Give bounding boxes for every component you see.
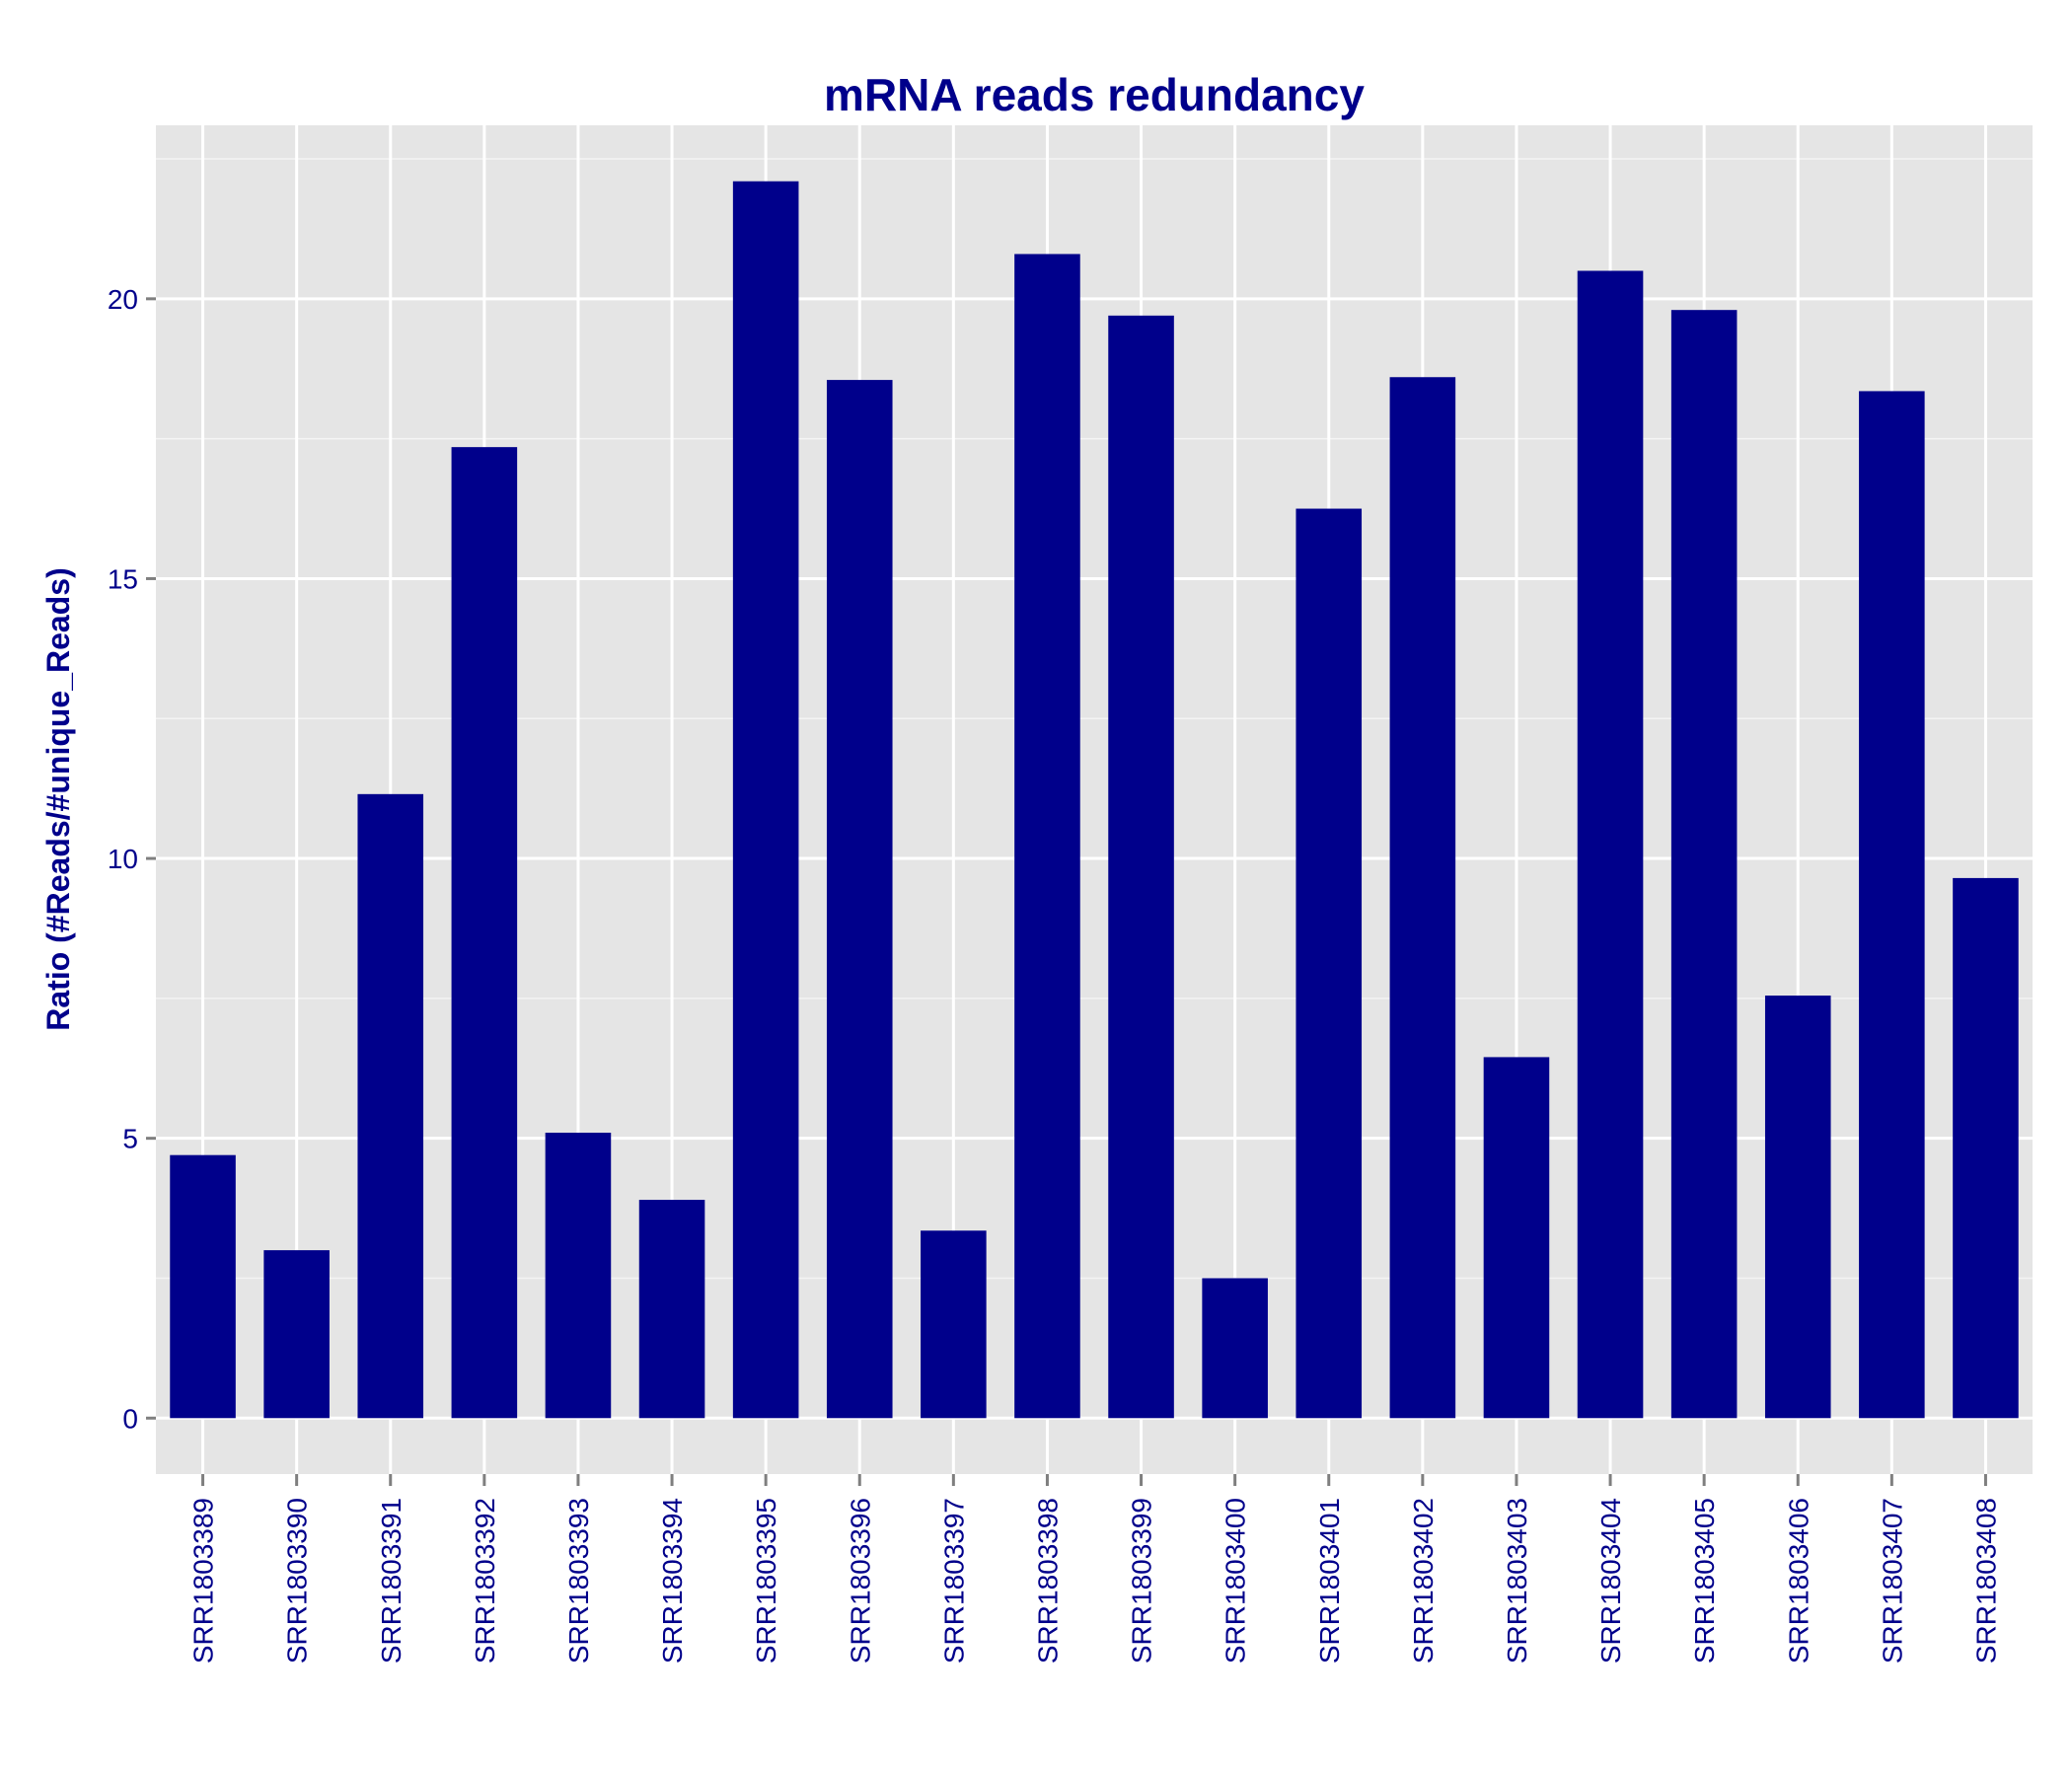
x-tick-label: SRR1803397 [938,1498,969,1664]
bar [1389,377,1456,1419]
x-tick-label: SRR1803401 [1314,1498,1345,1664]
x-tick-label: SRR1803393 [563,1498,594,1664]
x-tick-label: SRR1803406 [1783,1498,1813,1664]
bar [1202,1278,1268,1419]
y-axis-label: Ratio (#Reads/#unique_Reads) [40,567,76,1030]
x-tick-label: SRR1803398 [1032,1498,1063,1664]
bar [451,447,518,1419]
bar [1670,310,1738,1419]
x-tick-label: SRR1803400 [1221,1498,1251,1664]
y-tick-label: 10 [108,844,138,874]
bar [1295,508,1363,1419]
bar [1953,877,2019,1419]
y-tick-label: 15 [108,563,138,594]
bar [1014,254,1080,1419]
bar [1108,315,1174,1419]
bar [921,1230,987,1419]
y-tick-label: 20 [108,284,138,315]
bar [263,1250,330,1419]
bar [1764,996,1831,1419]
bar [826,380,893,1419]
chart-title: mRNA reads redundancy [824,69,1365,120]
x-axis-tick-labels: SRR1803389 SRR1803390 SRR1803391 SRR1803392… [188,1498,2002,1664]
y-axis-ticks [146,297,156,1420]
x-axis-ticks [201,1474,1987,1486]
x-tick-label: SRR1803408 [1970,1498,2001,1664]
x-tick-label: SRR1803402 [1408,1498,1439,1664]
y-tick-label: 5 [122,1124,138,1154]
x-tick-label: SRR1803403 [1502,1498,1532,1664]
x-tick-label: SRR1803395 [751,1498,781,1664]
x-tick-label: SRR1803399 [1127,1498,1157,1664]
x-tick-label: SRR1803389 [188,1498,219,1664]
bar [1859,391,1925,1419]
bar [732,181,799,1419]
bars [170,181,2019,1419]
y-axis-tick-labels: 0 5 10 15 20 [108,284,138,1434]
x-tick-label: SRR1803394 [657,1498,688,1664]
x-tick-label: SRR1803407 [1877,1498,1907,1664]
bar [1577,270,1644,1419]
x-tick-label: SRR1803391 [376,1498,407,1664]
plot-panel [156,125,2033,1474]
bar [170,1154,236,1419]
bar [357,793,424,1419]
x-tick-label: SRR1803396 [845,1498,875,1664]
x-tick-label: SRR1803390 [282,1498,313,1664]
y-tick-label: 0 [122,1403,138,1434]
x-tick-label: SRR1803404 [1595,1498,1626,1664]
bar [1483,1057,1550,1419]
x-tick-label: SRR1803392 [470,1498,500,1664]
bar [638,1200,705,1419]
x-tick-label: SRR1803405 [1689,1498,1720,1664]
bar [545,1132,612,1419]
